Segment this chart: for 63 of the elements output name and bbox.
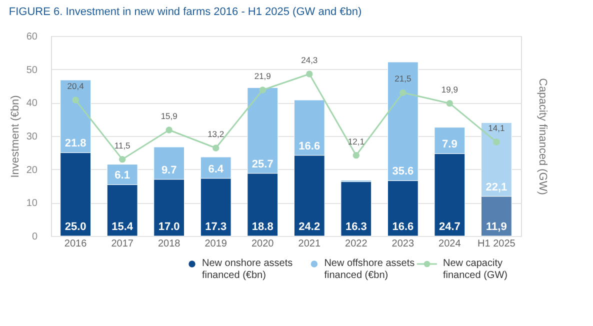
data-label: 15.4 xyxy=(112,221,134,233)
data-label: 22,1 xyxy=(486,181,508,194)
data-label: 9.7 xyxy=(161,164,177,176)
x-tick-label: 2016 xyxy=(64,238,88,250)
data-label: 11,5 xyxy=(114,140,131,150)
data-label: 14,1 xyxy=(488,123,505,133)
chart-title: FIGURE 6. Investment in new wind farms 2016 - H1 2025 (GW and €bn) xyxy=(8,6,362,18)
data-label: 35.6 xyxy=(392,166,414,178)
data-label: 24.2 xyxy=(298,221,320,233)
x-tick-label: 2018 xyxy=(158,238,181,250)
legend-label: New onshore assets financed (€bn) xyxy=(202,258,293,281)
point xyxy=(118,156,126,163)
legend-label: New offshore assets financed (€bn) xyxy=(324,258,415,281)
data-label: 24,3 xyxy=(301,55,318,65)
point xyxy=(212,144,220,152)
y2-axis-title: Capacity financed (GW) xyxy=(536,78,548,195)
y-tick-label: 20 xyxy=(26,164,38,176)
x-tick-label: H1 2025 xyxy=(478,238,516,250)
data-label: 16.3 xyxy=(345,221,367,233)
x-tick-label: 2017 xyxy=(111,238,134,250)
y-tick-label: 60 xyxy=(26,32,38,42)
data-label: 16.6 xyxy=(298,140,320,152)
data-label: 11,9 xyxy=(486,221,507,233)
x-tick-label: 2019 xyxy=(204,238,228,250)
x-tick-label: 2023 xyxy=(392,238,414,250)
data-label: 16.6 xyxy=(392,221,414,233)
data-label: 13,2 xyxy=(208,129,224,139)
data-label: 21,5 xyxy=(394,74,412,84)
y-tick-label: 0 xyxy=(32,232,38,242)
data-label: 6.1 xyxy=(114,170,130,182)
point xyxy=(259,86,266,94)
data-label: 20,4 xyxy=(67,81,84,91)
y-tick-label: 40 xyxy=(26,98,38,110)
x-tick-label: 2022 xyxy=(345,238,368,250)
data-label: 18.8 xyxy=(252,221,274,233)
point xyxy=(166,126,172,134)
data-label: 17.3 xyxy=(205,221,227,233)
data-label: 25.7 xyxy=(252,158,274,170)
data-label: 15,9 xyxy=(160,111,178,121)
data-label: 7.9 xyxy=(442,138,458,151)
data-label: 12,1 xyxy=(348,136,365,146)
data-label: 6.4 xyxy=(208,163,224,176)
bar xyxy=(340,181,372,236)
legend-label: New capacity financed (GW) xyxy=(443,258,508,281)
data-label: 24.7 xyxy=(438,221,460,233)
y-tick-label: 50 xyxy=(26,64,38,76)
point xyxy=(72,96,79,104)
data-label: 25.0 xyxy=(64,221,86,233)
point xyxy=(493,138,500,146)
y-tick-label: 30 xyxy=(26,132,38,142)
y-tick-label: 10 xyxy=(26,198,38,210)
data-label: 19,9 xyxy=(441,84,458,94)
data-label: 21.8 xyxy=(64,138,86,150)
point xyxy=(446,100,454,107)
x-tick-label: 2020 xyxy=(251,238,274,250)
point xyxy=(400,89,406,96)
point xyxy=(306,70,313,78)
point xyxy=(352,152,360,159)
x-tick-label: 2021 xyxy=(298,238,321,250)
y-axis-title: Investment (€bn) xyxy=(9,95,22,178)
data-label: 21,9 xyxy=(254,71,272,81)
x-tick-label: 2024 xyxy=(438,238,462,250)
data-label: 17.0 xyxy=(158,221,180,233)
